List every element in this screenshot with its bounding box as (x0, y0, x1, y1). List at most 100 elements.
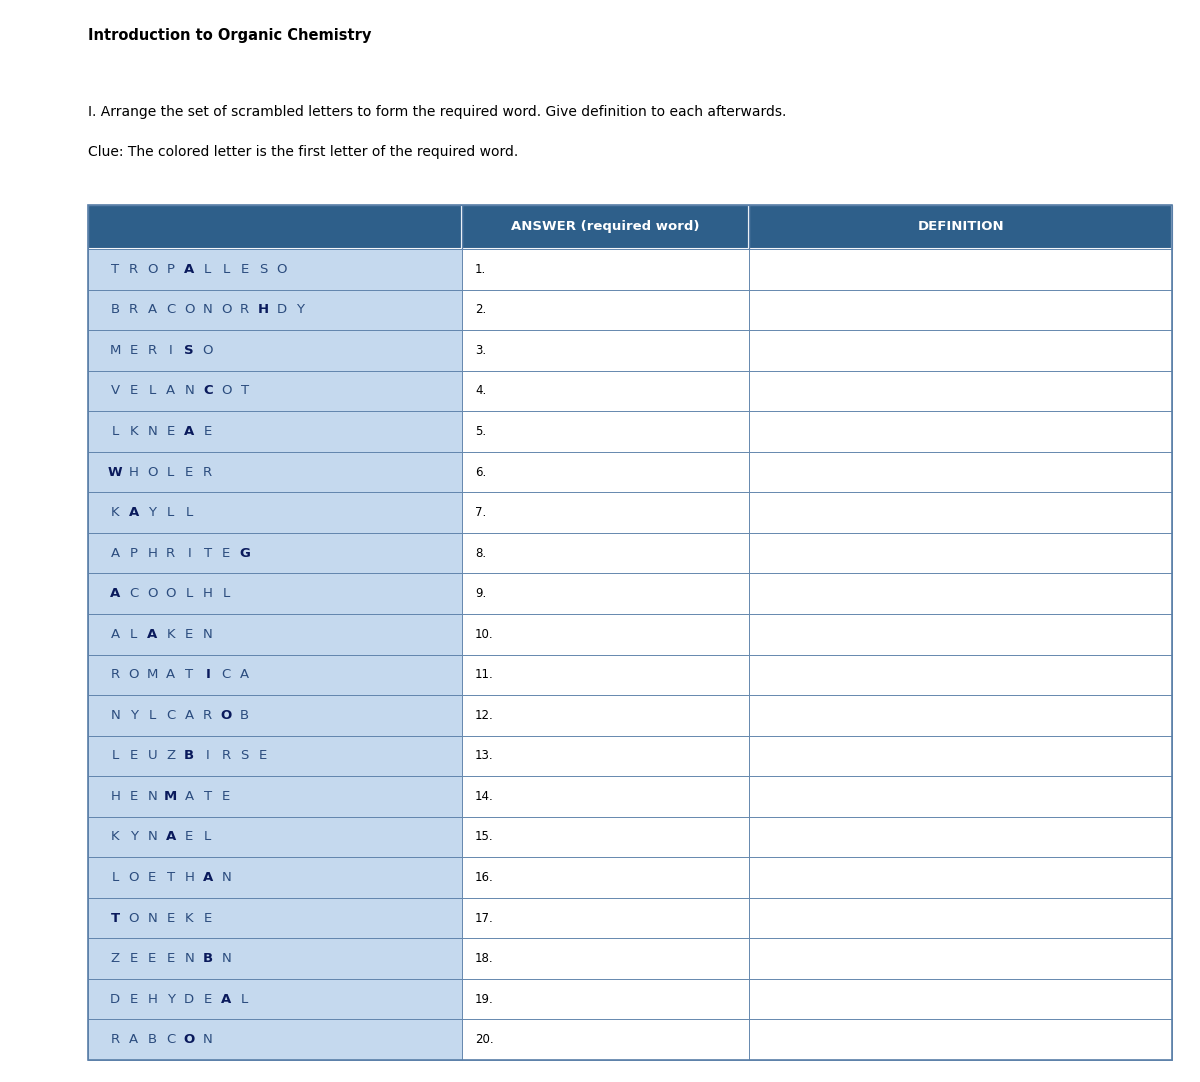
Bar (462, 695, 749, 736)
Bar (88, 817, 462, 857)
Text: I: I (187, 546, 191, 559)
Text: C: C (222, 669, 230, 682)
Text: 16.: 16. (475, 871, 493, 884)
Text: 14.: 14. (475, 790, 493, 803)
Text: H: H (148, 992, 157, 1005)
Text: T: T (112, 263, 119, 276)
Bar (462, 330, 749, 371)
Bar (749, 736, 1172, 776)
Text: A: A (110, 546, 120, 559)
Text: Y: Y (130, 709, 138, 722)
Text: R: R (130, 263, 138, 276)
Bar (88, 532, 462, 573)
Bar (749, 938, 1172, 979)
Text: K: K (185, 911, 193, 925)
Text: E: E (222, 790, 230, 803)
Text: N: N (148, 790, 157, 803)
Bar (462, 736, 749, 776)
Text: E: E (185, 465, 193, 478)
Text: E: E (167, 911, 175, 925)
Text: E: E (148, 952, 156, 965)
Text: I. Arrange the set of scrambled letters to form the required word. Give definiti: I. Arrange the set of scrambled letters … (88, 105, 786, 119)
Text: 3.: 3. (475, 344, 486, 357)
Text: 5.: 5. (475, 425, 486, 438)
Text: A: A (166, 669, 175, 682)
Text: O: O (128, 871, 139, 884)
Text: C: C (203, 384, 212, 397)
Text: U: U (148, 750, 157, 763)
Text: B: B (148, 1033, 157, 1046)
Text: H: H (185, 871, 194, 884)
Bar (88, 492, 462, 532)
Text: E: E (130, 384, 138, 397)
Text: ANSWER (required word): ANSWER (required word) (511, 221, 700, 234)
Bar (462, 898, 749, 938)
Text: O: O (148, 263, 157, 276)
Text: K: K (110, 831, 120, 844)
Text: T: T (204, 546, 212, 559)
Bar (749, 204, 1172, 249)
Text: N: N (185, 952, 194, 965)
Text: R: R (130, 303, 138, 316)
Text: L: L (204, 263, 211, 276)
Text: O: O (148, 465, 157, 478)
Text: O: O (148, 588, 157, 601)
Text: A: A (185, 709, 194, 722)
Text: R: R (110, 669, 120, 682)
Text: E: E (185, 831, 193, 844)
Text: 19.: 19. (475, 992, 493, 1005)
Text: L: L (223, 263, 230, 276)
Text: M: M (109, 344, 121, 357)
Bar (462, 492, 749, 532)
Text: L: L (167, 506, 174, 519)
Text: Clue: The colored letter is the first letter of the required word.: Clue: The colored letter is the first le… (88, 145, 518, 159)
Text: Y: Y (296, 303, 305, 316)
Text: B: B (184, 750, 194, 763)
Text: L: L (186, 506, 193, 519)
Bar (88, 938, 462, 979)
Text: Z: Z (166, 750, 175, 763)
Text: C: C (130, 588, 138, 601)
Text: A: A (130, 1033, 138, 1046)
Text: K: K (110, 506, 120, 519)
Text: R: R (222, 750, 230, 763)
Text: E: E (130, 952, 138, 965)
Text: C: C (166, 1033, 175, 1046)
Bar (462, 290, 749, 330)
Text: O: O (203, 344, 214, 357)
Text: L: L (112, 871, 119, 884)
Text: E: E (259, 750, 268, 763)
Bar (88, 204, 1172, 1060)
Text: N: N (203, 303, 212, 316)
Text: L: L (112, 750, 119, 763)
Bar (749, 979, 1172, 1019)
Text: 12.: 12. (475, 709, 493, 722)
Text: 6.: 6. (475, 465, 486, 478)
Text: E: E (130, 790, 138, 803)
Bar (462, 411, 749, 452)
Text: 13.: 13. (475, 750, 493, 763)
Text: L: L (223, 588, 230, 601)
Text: L: L (167, 465, 174, 478)
Text: A: A (185, 790, 194, 803)
Bar (749, 204, 1172, 249)
Text: V: V (110, 384, 120, 397)
Bar (749, 411, 1172, 452)
Text: E: E (241, 263, 248, 276)
Text: H: H (128, 465, 139, 478)
Text: N: N (148, 425, 157, 438)
Text: N: N (148, 831, 157, 844)
Text: E: E (222, 546, 230, 559)
Text: E: E (130, 750, 138, 763)
Bar (749, 290, 1172, 330)
Text: N: N (148, 911, 157, 925)
Text: R: R (203, 709, 212, 722)
Text: A: A (148, 303, 157, 316)
Text: D: D (277, 303, 287, 316)
Bar (749, 452, 1172, 492)
Text: Introduction to Organic Chemistry: Introduction to Organic Chemistry (88, 28, 371, 43)
Text: D: D (184, 992, 194, 1005)
Text: G: G (239, 546, 250, 559)
Bar (88, 857, 462, 898)
Text: Z: Z (110, 952, 120, 965)
